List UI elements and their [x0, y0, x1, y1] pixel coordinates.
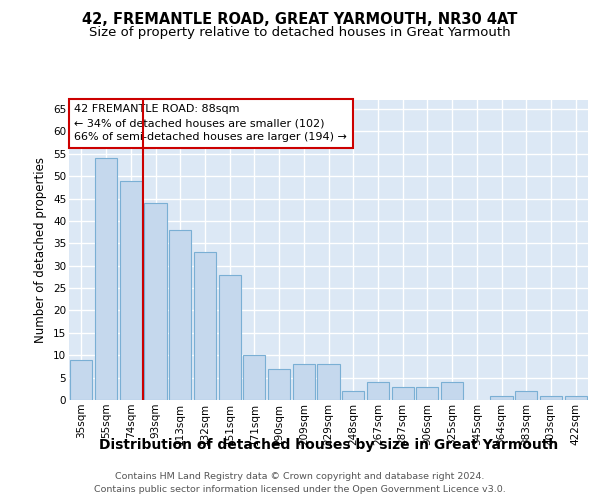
- Text: Contains HM Land Registry data © Crown copyright and database right 2024.
Contai: Contains HM Land Registry data © Crown c…: [94, 472, 506, 494]
- Bar: [441, 382, 463, 400]
- Text: 42 FREMANTLE ROAD: 88sqm
← 34% of detached houses are smaller (102)
66% of semi-: 42 FREMANTLE ROAD: 88sqm ← 34% of detach…: [74, 104, 347, 142]
- Bar: [145, 203, 167, 400]
- Y-axis label: Number of detached properties: Number of detached properties: [34, 157, 47, 343]
- Bar: [169, 230, 191, 400]
- Bar: [342, 391, 364, 400]
- Text: Size of property relative to detached houses in Great Yarmouth: Size of property relative to detached ho…: [89, 26, 511, 39]
- Bar: [515, 391, 538, 400]
- Bar: [194, 252, 216, 400]
- Bar: [367, 382, 389, 400]
- Bar: [268, 368, 290, 400]
- Bar: [243, 355, 265, 400]
- Text: 42, FREMANTLE ROAD, GREAT YARMOUTH, NR30 4AT: 42, FREMANTLE ROAD, GREAT YARMOUTH, NR30…: [82, 12, 518, 28]
- Bar: [565, 396, 587, 400]
- Bar: [392, 386, 414, 400]
- Text: Distribution of detached houses by size in Great Yarmouth: Distribution of detached houses by size …: [99, 438, 559, 452]
- Bar: [70, 360, 92, 400]
- Bar: [490, 396, 512, 400]
- Bar: [95, 158, 117, 400]
- Bar: [416, 386, 439, 400]
- Bar: [540, 396, 562, 400]
- Bar: [293, 364, 315, 400]
- Bar: [119, 180, 142, 400]
- Bar: [218, 274, 241, 400]
- Bar: [317, 364, 340, 400]
